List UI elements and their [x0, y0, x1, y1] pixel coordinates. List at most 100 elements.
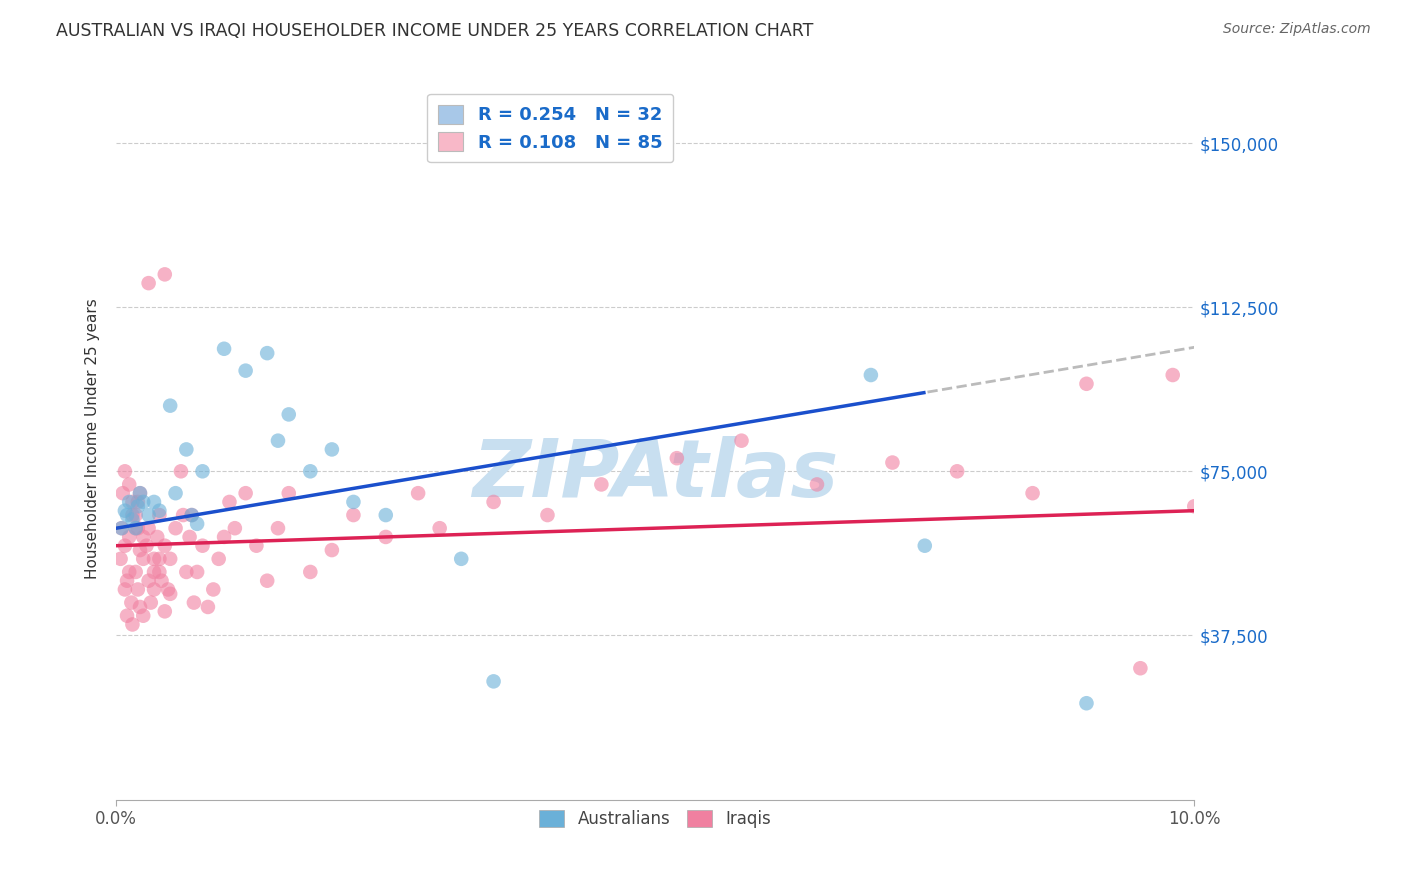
Point	[191, 539, 214, 553]
Point	[882, 456, 904, 470]
Point	[859, 368, 882, 382]
Y-axis label: Householder Income Under 25 years: Householder Income Under 25 years	[86, 298, 100, 579]
Point	[129, 599, 152, 614]
Point	[127, 495, 149, 509]
Point	[138, 508, 160, 522]
Point	[1076, 696, 1098, 710]
Point	[118, 530, 141, 544]
Legend: Australians, Iraqis: Australians, Iraqis	[533, 803, 778, 835]
Point	[1182, 500, 1205, 514]
Point	[321, 442, 343, 457]
Point	[183, 596, 205, 610]
Point	[129, 486, 152, 500]
Point	[132, 608, 155, 623]
Point	[132, 495, 155, 509]
Point	[138, 276, 160, 290]
Point	[176, 442, 198, 457]
Point	[146, 530, 169, 544]
Point	[179, 530, 201, 544]
Point	[267, 521, 290, 535]
Point	[212, 530, 235, 544]
Point	[197, 599, 219, 614]
Point	[374, 530, 396, 544]
Point	[1076, 376, 1098, 391]
Point	[186, 516, 208, 531]
Point	[143, 582, 166, 597]
Point	[114, 582, 136, 597]
Point	[132, 551, 155, 566]
Point	[299, 464, 322, 478]
Point	[159, 551, 181, 566]
Point	[277, 486, 299, 500]
Point	[118, 565, 141, 579]
Point	[218, 495, 240, 509]
Point	[482, 495, 505, 509]
Point	[150, 574, 173, 588]
Point	[256, 574, 278, 588]
Point	[143, 565, 166, 579]
Point	[132, 530, 155, 544]
Point	[124, 508, 146, 522]
Point	[118, 495, 141, 509]
Point	[148, 504, 170, 518]
Point	[235, 486, 257, 500]
Point	[342, 508, 364, 522]
Point	[245, 539, 267, 553]
Point	[110, 551, 132, 566]
Text: AUSTRALIAN VS IRAQI HOUSEHOLDER INCOME UNDER 25 YEARS CORRELATION CHART: AUSTRALIAN VS IRAQI HOUSEHOLDER INCOME U…	[56, 22, 814, 40]
Point	[165, 486, 187, 500]
Point	[159, 399, 181, 413]
Point	[321, 543, 343, 558]
Point	[172, 508, 194, 522]
Point	[114, 539, 136, 553]
Point	[806, 477, 828, 491]
Point	[127, 500, 149, 514]
Point	[121, 512, 143, 526]
Point	[1129, 661, 1152, 675]
Point	[138, 574, 160, 588]
Point	[914, 539, 936, 553]
Point	[148, 508, 170, 522]
Point	[127, 521, 149, 535]
Point	[591, 477, 613, 491]
Point	[121, 617, 143, 632]
Point	[180, 508, 202, 522]
Point	[115, 608, 138, 623]
Point	[450, 551, 472, 566]
Point	[256, 346, 278, 360]
Point	[536, 508, 558, 522]
Point	[115, 574, 138, 588]
Point	[111, 521, 134, 535]
Point	[156, 582, 179, 597]
Point	[135, 539, 157, 553]
Point	[180, 508, 202, 522]
Point	[665, 451, 688, 466]
Point	[120, 596, 142, 610]
Point	[212, 342, 235, 356]
Point	[730, 434, 752, 448]
Point	[1161, 368, 1184, 382]
Point	[277, 408, 299, 422]
Point	[114, 464, 136, 478]
Point	[165, 521, 187, 535]
Point	[170, 464, 193, 478]
Point	[143, 551, 166, 566]
Point	[148, 565, 170, 579]
Point	[143, 495, 166, 509]
Point	[127, 582, 149, 597]
Point	[153, 604, 176, 618]
Point	[374, 508, 396, 522]
Point	[115, 508, 138, 522]
Point	[114, 504, 136, 518]
Point	[159, 587, 181, 601]
Point	[1021, 486, 1043, 500]
Point	[202, 582, 225, 597]
Text: Source: ZipAtlas.com: Source: ZipAtlas.com	[1223, 22, 1371, 37]
Point	[267, 434, 290, 448]
Point	[148, 551, 170, 566]
Point	[208, 551, 231, 566]
Point	[124, 521, 146, 535]
Point	[153, 268, 176, 282]
Point	[342, 495, 364, 509]
Point	[138, 521, 160, 535]
